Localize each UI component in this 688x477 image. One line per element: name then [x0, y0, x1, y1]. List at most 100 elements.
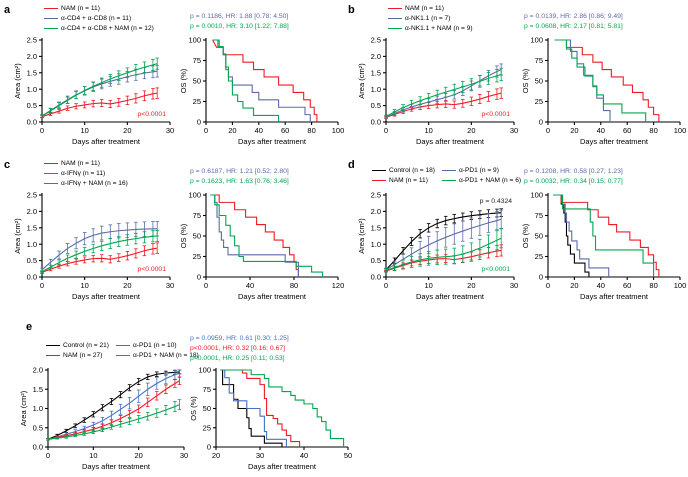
svg-text:0: 0 — [384, 126, 388, 135]
legend-item: α-PD1 + NAM (n = 18) — [116, 351, 199, 360]
legend-item: Control (n = 21) — [46, 341, 109, 350]
panel-letter-d: d — [348, 159, 355, 171]
svg-text:40: 40 — [597, 126, 605, 135]
svg-text:0: 0 — [40, 281, 44, 290]
legend-item: α-PD1 + NAM (n = 6) — [442, 176, 521, 185]
svg-text:0: 0 — [546, 281, 550, 290]
stat-line: p = 0.0139, HR: 2.86 [0.86; 9.49] — [524, 13, 623, 20]
stats-panel-c: p = 0.6187, HR: 1.21 [0.52; 2.80] p = 0.… — [190, 167, 289, 187]
svg-text:80: 80 — [290, 281, 298, 290]
legend-label: NAM (n = 27) — [63, 352, 103, 359]
legend-label: α-PD1 (n = 10) — [133, 342, 177, 349]
growth-chart-d: 0.0 0.5 1.0 1.5 2.0 2.5 0 10 20 30 Days after trea… — [352, 189, 520, 307]
legend-panel-e: Control (n = 21) NAM (n = 27) α-PD1 (n =… — [46, 341, 199, 360]
svg-text:20: 20 — [570, 126, 578, 135]
legend-label: Control (n = 18) — [389, 167, 435, 174]
svg-text:Days after treatment: Days after treatment — [416, 292, 485, 301]
svg-text:20: 20 — [228, 126, 236, 135]
svg-text:1.0: 1.0 — [371, 85, 381, 94]
svg-text:2.0: 2.0 — [371, 207, 381, 216]
svg-text:Area (cm²): Area (cm²) — [13, 218, 22, 254]
svg-text:100: 100 — [530, 191, 543, 200]
svg-text:20: 20 — [134, 451, 142, 460]
svg-text:25: 25 — [193, 97, 201, 106]
svg-text:0.5: 0.5 — [33, 423, 43, 432]
svg-text:1.5: 1.5 — [371, 68, 381, 77]
svg-text:0.0: 0.0 — [27, 118, 37, 127]
svg-text:0: 0 — [207, 443, 211, 452]
svg-text:30: 30 — [166, 126, 174, 135]
growth-chart-c: 0.0 0.5 1.0 1.5 2.0 2.5 0 10 20 30 Days after trea… — [8, 189, 176, 307]
svg-text:0.5: 0.5 — [27, 256, 37, 265]
svg-text:1.5: 1.5 — [371, 223, 381, 232]
svg-text:Days after treatment: Days after treatment — [238, 292, 307, 301]
legend-label: α-CD4 + α-CD8 (n = 11) — [61, 15, 132, 22]
legend-panel-d: Control (n = 18) NAM (n = 11) α-PD1 (n =… — [372, 166, 521, 185]
legend-swatch-icon — [44, 183, 58, 184]
legend-item: α-NK1.1 (n = 7) — [388, 14, 473, 23]
svg-text:40: 40 — [255, 126, 263, 135]
svg-text:Days after treatment: Days after treatment — [580, 292, 649, 301]
stats-panel-e: p = 0.0959, HR: 0.61 [0.30; 1.25] p<0.00… — [190, 334, 289, 364]
svg-text:1.0: 1.0 — [371, 240, 381, 249]
svg-text:30: 30 — [510, 281, 518, 290]
svg-text:10: 10 — [89, 451, 97, 460]
svg-text:10: 10 — [80, 126, 88, 135]
svg-text:1.0: 1.0 — [33, 404, 43, 413]
svg-text:20: 20 — [123, 281, 131, 290]
svg-text:0: 0 — [539, 273, 543, 282]
svg-text:50: 50 — [203, 404, 211, 413]
os-chart-d: 0 25 50 75 100 0 20 40 60 80 100 Days after treatme… — [518, 189, 688, 307]
os-chart-c: 0 25 50 75 100 0 40 80 120 Days after treatment OS… — [176, 189, 346, 307]
panel-letter-b: b — [348, 4, 355, 16]
legend-swatch-icon — [388, 18, 402, 19]
stat-line: p<0.0001, HR: 0.32 [0.16; 0.67] — [190, 345, 286, 352]
svg-text:0: 0 — [204, 281, 208, 290]
svg-text:30: 30 — [180, 451, 188, 460]
svg-text:Days after treatment: Days after treatment — [72, 292, 141, 301]
svg-text:Days after treatment: Days after treatment — [82, 462, 151, 471]
stat-line: p = 0.1208, HR: 0.58 [0.27; 1.23] — [524, 168, 623, 175]
svg-text:50: 50 — [193, 232, 201, 241]
svg-text:30: 30 — [256, 451, 264, 460]
svg-text:25: 25 — [203, 423, 211, 432]
legend-label: α-NK1.1 + NAM (n = 9) — [405, 25, 473, 32]
legend-item: α-IFNγ (n = 11) — [44, 169, 128, 178]
svg-text:0: 0 — [40, 126, 44, 135]
legend-swatch-icon — [44, 163, 58, 164]
svg-text:1.0: 1.0 — [27, 240, 37, 249]
panel-letter-a: a — [4, 4, 11, 16]
legend-swatch-icon — [442, 170, 456, 171]
svg-text:2.5: 2.5 — [371, 36, 381, 45]
svg-text:60: 60 — [623, 281, 631, 290]
legend-swatch-icon — [116, 355, 130, 356]
svg-text:p = 0.4324: p = 0.4324 — [480, 198, 513, 205]
legend-item: α-CD4 + α-CD8 (n = 11) — [44, 14, 154, 23]
legend-item: Control (n = 18) — [372, 166, 435, 175]
svg-text:2.0: 2.0 — [33, 366, 43, 375]
svg-text:20: 20 — [570, 281, 578, 290]
growth-chart-e: 0.0 0.5 1.0 1.5 2.0 0 10 20 30 Days after treatme… — [14, 364, 190, 477]
svg-text:75: 75 — [203, 385, 211, 394]
svg-text:Area (cm²): Area (cm²) — [13, 63, 22, 99]
stat-line: p = 0.0608, HR: 2.17 [0.81; 5.81] — [524, 23, 623, 30]
svg-text:60: 60 — [281, 126, 289, 135]
stat-line: p<0.0001, HR: 0.25 [0.11; 0.53] — [190, 355, 285, 362]
legend-label: α-IFNγ + NAM (n = 16) — [61, 180, 128, 187]
svg-text:p<0.0001: p<0.0001 — [137, 266, 166, 273]
svg-text:10: 10 — [424, 126, 432, 135]
legend-label: α-PD1 + NAM (n = 18) — [133, 352, 199, 359]
legend-label: NAM (n = 11) — [389, 177, 428, 184]
os-chart-b: 0 25 50 75 100 0 20 40 60 80 100 Days after treatme… — [518, 34, 688, 152]
svg-text:0: 0 — [204, 126, 208, 135]
svg-text:80: 80 — [649, 281, 657, 290]
stat-line: p = 0.6187, HR: 1.21 [0.52; 2.80] — [190, 168, 289, 175]
svg-text:25: 25 — [535, 252, 543, 261]
svg-text:50: 50 — [193, 77, 201, 86]
stats-panel-a: p = 0.1186, HR: 1.88 [0.78; 4.50] p = 0.… — [190, 12, 289, 32]
legend-swatch-icon — [44, 173, 58, 174]
svg-text:Area (cm²): Area (cm²) — [19, 390, 28, 426]
svg-text:1.5: 1.5 — [33, 385, 43, 394]
svg-text:Days after treatment: Days after treatment — [72, 137, 141, 146]
legend-swatch-icon — [44, 8, 58, 9]
